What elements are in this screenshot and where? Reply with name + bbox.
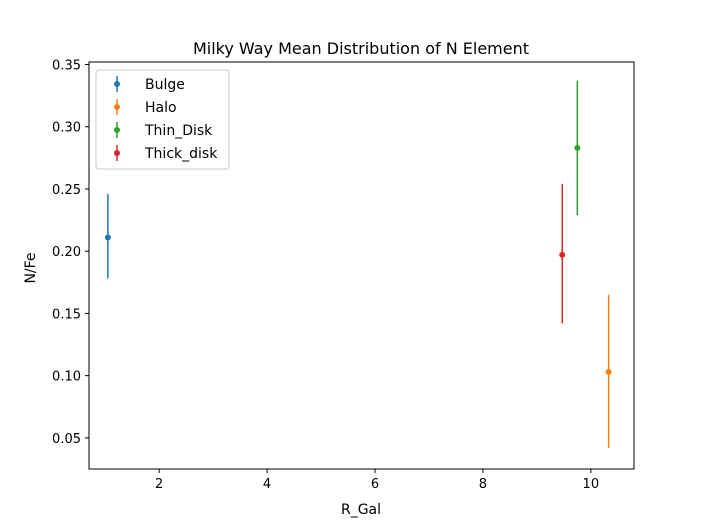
y-tick-label: 0.25 (52, 183, 81, 198)
plot-area: 2 4 6 8 10 0.05 0.10 0.15 0.20 0.25 0.30 0.35 (52, 58, 635, 492)
x-tick-label: 10 (583, 477, 600, 492)
y-tick-label: 0.05 (52, 432, 81, 447)
data-point (104, 234, 111, 241)
x-tick-label: 6 (371, 477, 379, 492)
y-tick-label: 0.20 (52, 245, 81, 260)
data-point (559, 251, 566, 258)
y-axis-label: N/Fe (23, 252, 39, 283)
legend-label: Thick_disk (144, 146, 218, 162)
chart-title: Milky Way Mean Distribution of N Element (193, 39, 529, 58)
x-tick-label: 2 (155, 477, 163, 492)
legend: Bulge Halo Thin_Disk Thick_disk (95, 69, 230, 170)
axes-frame (88, 61, 635, 470)
y-tick-label: 0.10 (52, 370, 81, 385)
y-tick-label: 0.15 (52, 307, 81, 322)
legend-label: Bulge (145, 77, 185, 93)
legend-box (95, 69, 230, 170)
legend-marker-point (114, 104, 120, 110)
x-axis-label: R_Gal (341, 502, 381, 518)
legend-marker-point (114, 150, 120, 156)
legend-marker-point (114, 127, 120, 133)
legend-label: Thin_Disk (144, 123, 213, 139)
legend-label: Halo (145, 100, 177, 116)
y-tick-label: 0.35 (52, 58, 81, 73)
x-tick-label: 8 (479, 477, 487, 492)
legend-marker-point (114, 81, 120, 87)
data-point (574, 144, 581, 151)
data-point (605, 368, 612, 375)
x-tick-label: 4 (263, 477, 271, 492)
y-tick-label: 0.30 (52, 121, 81, 136)
